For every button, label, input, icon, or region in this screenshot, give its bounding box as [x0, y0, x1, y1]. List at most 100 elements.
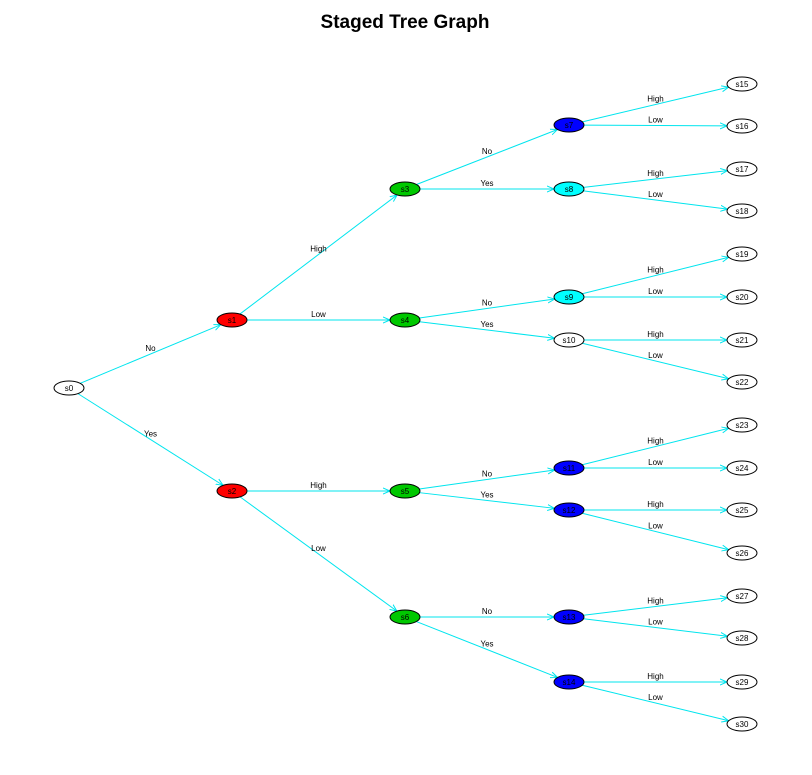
- edge-label-s12-s25: High: [647, 500, 663, 509]
- node-s7: s7: [553, 117, 585, 133]
- edge-label-s7-s15: High: [647, 95, 663, 104]
- edges-layer: No Yes High Low High Low No Yes No Yes No Yes No Yes H…: [77, 87, 729, 721]
- node-s10: s10: [553, 332, 585, 348]
- edge-s7-s15: [582, 87, 728, 123]
- node-ellipse-s8: [553, 181, 585, 197]
- edge-s2-s6: [239, 496, 397, 611]
- node-ellipse-s4: [389, 312, 421, 328]
- node-label-s24: s24: [736, 464, 749, 473]
- node-label-s18: s18: [736, 207, 749, 216]
- node-label-s0: s0: [65, 384, 74, 393]
- node-ellipse-s29: [726, 674, 758, 690]
- edge-label-s10-s22: Low: [648, 351, 663, 360]
- edge-s13-s27: [583, 598, 728, 616]
- edge-label-s6-s14: Yes: [480, 640, 493, 649]
- node-label-s7: s7: [565, 121, 574, 130]
- edge-s3-s7: [416, 129, 558, 185]
- node-label-s13: s13: [563, 613, 576, 622]
- node-s20: s20: [726, 289, 758, 305]
- node-ellipse-s10: [553, 332, 585, 348]
- node-s0: s0: [53, 380, 85, 396]
- node-s17: s17: [726, 161, 758, 177]
- node-label-s16: s16: [736, 122, 749, 131]
- edge-label-s12-s26: Low: [648, 522, 663, 531]
- node-label-s27: s27: [736, 592, 749, 601]
- node-ellipse-s6: [389, 609, 421, 625]
- page-title: Staged Tree Graph: [321, 12, 490, 33]
- node-s2: s2: [216, 483, 248, 499]
- edge-label-s3-s8: Yes: [480, 179, 493, 188]
- node-s19: s19: [726, 246, 758, 262]
- node-s27: s27: [726, 588, 758, 604]
- node-s5: s5: [389, 483, 421, 499]
- node-ellipse-s18: [726, 203, 758, 219]
- node-s12: s12: [553, 502, 585, 518]
- node-label-s19: s19: [736, 250, 749, 259]
- node-ellipse-s20: [726, 289, 758, 305]
- edge-label-s8-s17: High: [647, 169, 663, 178]
- node-label-s22: s22: [736, 378, 749, 387]
- node-s21: s21: [726, 332, 758, 348]
- node-ellipse-s28: [726, 630, 758, 646]
- edge-s1-s3: [239, 195, 397, 315]
- node-ellipse-s9: [553, 289, 585, 305]
- edge-s10-s22: [582, 342, 728, 379]
- node-label-s28: s28: [736, 634, 749, 643]
- node-label-s8: s8: [565, 185, 574, 194]
- node-ellipse-s26: [726, 545, 758, 561]
- edge-s6-s14: [416, 621, 557, 678]
- edge-s5-s12: [419, 492, 555, 509]
- edge-s4-s9: [419, 299, 554, 319]
- node-label-s21: s21: [736, 336, 749, 345]
- node-ellipse-s21: [726, 332, 758, 348]
- node-ellipse-s1: [216, 312, 248, 328]
- node-label-s20: s20: [736, 293, 749, 302]
- node-s9: s9: [553, 289, 585, 305]
- node-s13: s13: [553, 609, 585, 625]
- node-ellipse-s7: [553, 117, 585, 133]
- edge-s14-s30: [582, 684, 728, 721]
- node-s22: s22: [726, 374, 758, 390]
- edge-label-s2-s5: High: [310, 481, 326, 490]
- node-label-s30: s30: [736, 720, 749, 729]
- edge-label-s10-s21: High: [647, 330, 663, 339]
- node-ellipse-s5: [389, 483, 421, 499]
- edge-label-s8-s18: Low: [648, 190, 663, 199]
- edge-label-s13-s27: High: [647, 597, 663, 606]
- edge-s7-s16: [583, 125, 727, 126]
- edge-label-s7-s16: Low: [648, 116, 663, 125]
- edge-label-s5-s12: Yes: [480, 491, 493, 500]
- node-label-s12: s12: [563, 506, 576, 515]
- node-s4: s4: [389, 312, 421, 328]
- node-s8: s8: [553, 181, 585, 197]
- node-ellipse-s13: [553, 609, 585, 625]
- edge-s12-s26: [582, 512, 729, 549]
- node-s30: s30: [726, 716, 758, 732]
- node-ellipse-s14: [553, 674, 585, 690]
- node-s25: s25: [726, 502, 758, 518]
- edge-label-s14-s30: Low: [648, 693, 663, 702]
- edge-s4-s10: [419, 321, 555, 338]
- edge-label-s6-s13: No: [482, 607, 493, 616]
- edge-s0-s2: [77, 393, 223, 486]
- node-ellipse-s16: [726, 118, 758, 134]
- node-ellipse-s23: [726, 417, 758, 433]
- node-s26: s26: [726, 545, 758, 561]
- edge-label-s4-s10: Yes: [480, 320, 493, 329]
- node-ellipse-s12: [553, 502, 585, 518]
- node-ellipse-s15: [726, 76, 758, 92]
- node-ellipse-s11: [553, 460, 585, 476]
- node-ellipse-s30: [726, 716, 758, 732]
- edge-label-s11-s23: High: [647, 437, 663, 446]
- node-label-s23: s23: [736, 421, 749, 430]
- node-label-s26: s26: [736, 549, 749, 558]
- edge-label-s2-s6: Low: [311, 544, 326, 553]
- edge-label-s14-s29: High: [647, 672, 663, 681]
- node-ellipse-s27: [726, 588, 758, 604]
- edge-label-s9-s20: Low: [648, 287, 663, 296]
- node-label-s10: s10: [563, 336, 576, 345]
- node-s1: s1: [216, 312, 248, 328]
- node-label-s29: s29: [736, 678, 749, 687]
- node-s24: s24: [726, 460, 758, 476]
